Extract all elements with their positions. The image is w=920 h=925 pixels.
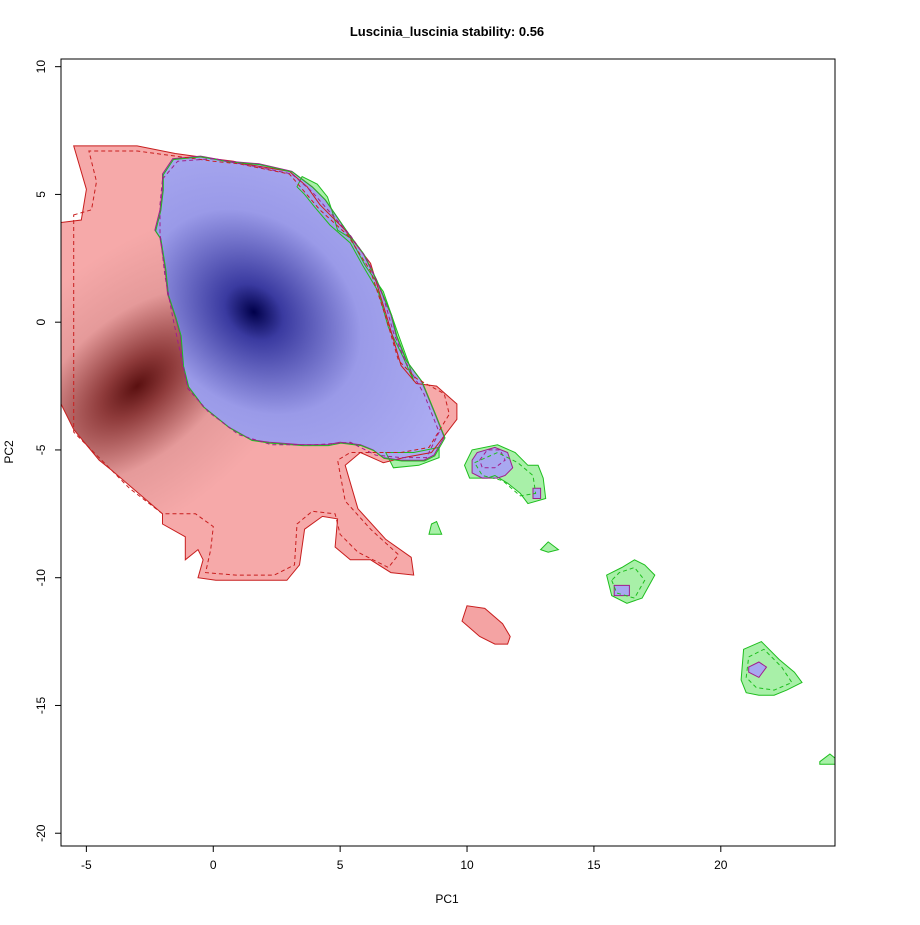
plot-area	[61, 145, 835, 765]
invaded-region-fill	[748, 662, 767, 678]
region-outlines	[61, 145, 835, 765]
overlap-outline	[155, 156, 446, 462]
green-dashed-contour	[745, 648, 793, 691]
green-region-outline	[463, 444, 547, 505]
y-tick-label: -5	[34, 444, 48, 455]
density-fills	[61, 145, 835, 765]
green-region-outline	[819, 753, 835, 765]
native-region-outline	[61, 145, 458, 581]
x-tick-label: -5	[81, 858, 92, 872]
native-region-outline	[461, 605, 511, 645]
green-region-fill	[540, 541, 559, 553]
y-tick-label: 10	[34, 60, 48, 74]
invaded-region-fill	[533, 488, 541, 499]
green-region-outline	[606, 559, 656, 604]
invaded-region-outline	[748, 661, 768, 679]
x-tick-label: 15	[587, 858, 601, 872]
green-dashed-contour	[611, 566, 646, 599]
chart-title: Luscinia_luscinia stability: 0.56	[350, 24, 544, 39]
green-region-outline	[428, 520, 443, 535]
native-region-fill	[462, 605, 511, 645]
y-tick-label: -15	[34, 696, 48, 714]
x-axis-label: PC1	[435, 892, 459, 906]
invaded-region-outline	[613, 584, 630, 597]
green-region-fill	[741, 641, 802, 696]
y-tick-label: 5	[34, 191, 48, 198]
x-tick-label: 20	[714, 858, 728, 872]
y-tick-label: 0	[34, 319, 48, 326]
invaded-dashed-contour	[159, 158, 440, 459]
plot-frame	[60, 58, 836, 847]
y-axis: -20 -15 -10 -5 0 5 10	[34, 60, 61, 842]
invaded-region-outline	[532, 487, 542, 499]
green-region-outline	[740, 641, 803, 696]
green-region-outline	[539, 541, 560, 553]
y-tick-label: -10	[34, 569, 48, 587]
green-dashed-contour	[473, 451, 537, 497]
green-region-outline	[384, 446, 440, 469]
x-tick-label: 0	[210, 858, 217, 872]
x-tick-label: 10	[460, 858, 474, 872]
invaded-region-fill	[154, 156, 445, 461]
invaded-region-outline	[471, 446, 514, 479]
x-axis: -5 0 5 10 15 20	[81, 846, 728, 872]
y-axis-label: PC2	[2, 440, 16, 464]
green-region-fill	[819, 754, 835, 765]
invaded-region-fill	[614, 585, 630, 596]
dashed-contours	[73, 150, 793, 691]
green-region-fill	[429, 521, 442, 535]
y-tick-label: -20	[34, 824, 48, 842]
x-tick-label: 5	[337, 858, 344, 872]
invaded-dashed-contour	[479, 449, 506, 469]
